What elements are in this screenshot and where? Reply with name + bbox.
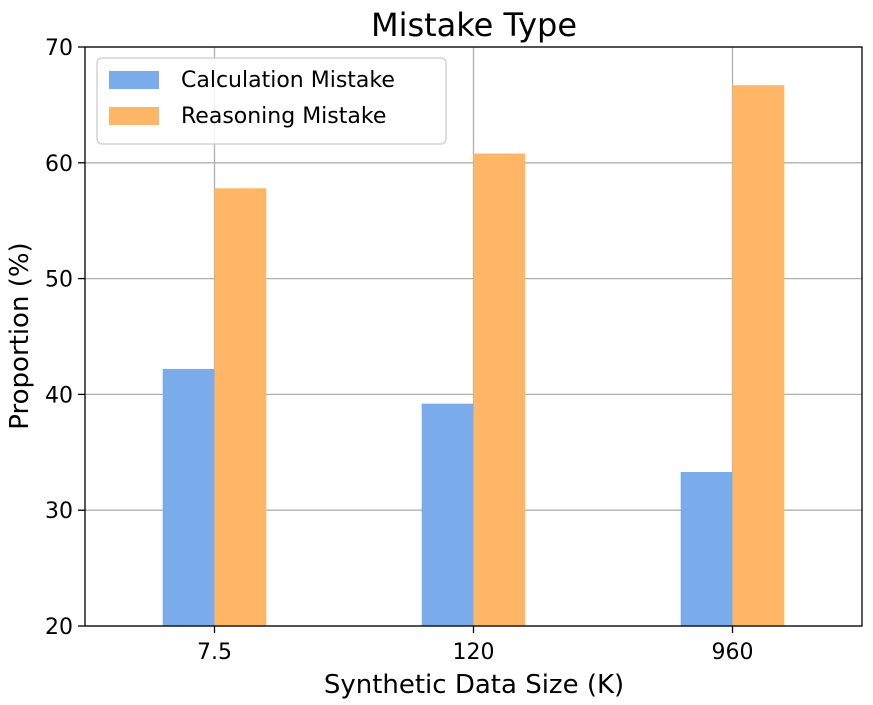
x-axis-ticks: 7.5 120 960	[197, 626, 754, 665]
x-tick-label-0: 7.5	[197, 640, 232, 665]
y-tick-label-0: 20	[45, 615, 73, 640]
legend-label-0: Calculation Mistake	[181, 68, 395, 93]
bar-series0-1	[421, 403, 474, 626]
y-tick-label-2: 40	[45, 383, 73, 408]
y-axis-ticks: 20 30 40 50 60 70	[45, 36, 85, 640]
y-tick-label-3: 50	[45, 268, 73, 293]
y-axis-label: Proportion (%)	[5, 242, 35, 429]
bar-series1-2	[732, 85, 785, 627]
bars	[162, 85, 785, 627]
chart-title: Mistake Type	[371, 6, 577, 44]
y-tick-label-5: 70	[45, 36, 73, 61]
legend: Calculation Mistake Reasoning Mistake	[96, 57, 447, 145]
y-tick-label-4: 60	[45, 152, 73, 177]
bar-series1-0	[214, 188, 267, 626]
bar-series0-0	[162, 368, 215, 626]
x-tick-label-1: 120	[453, 640, 495, 665]
legend-box	[96, 57, 447, 145]
x-axis-label: Synthetic Data Size (K)	[324, 670, 624, 700]
legend-label-1: Reasoning Mistake	[181, 104, 386, 129]
x-tick-label-2: 960	[712, 640, 754, 665]
legend-swatch-1	[109, 107, 159, 125]
bar-series1-1	[473, 153, 526, 626]
y-tick-label-1: 30	[45, 499, 73, 524]
bar-series0-2	[680, 471, 733, 626]
legend-swatch-0	[109, 71, 159, 89]
